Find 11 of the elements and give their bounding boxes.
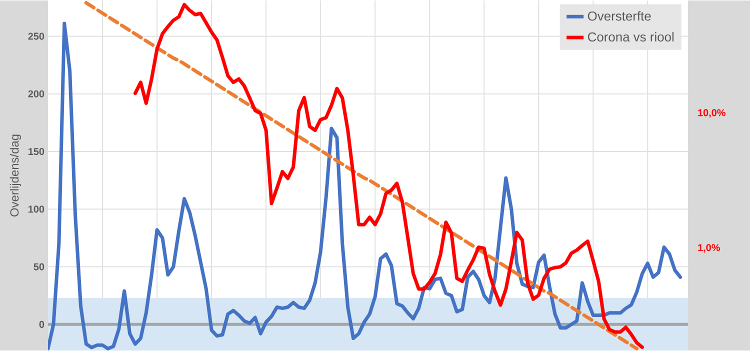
y2-tick-label: 1,0% bbox=[698, 244, 720, 252]
y-tick-label: 0 bbox=[39, 320, 44, 328]
y-tick-label: 250 bbox=[28, 32, 44, 40]
y-tick-label: 50 bbox=[34, 263, 44, 270]
y-axis-title: Overlijdens/dag bbox=[10, 134, 22, 216]
y-tick-label: 200 bbox=[28, 90, 44, 98]
legend-label: Oversterfte bbox=[588, 11, 651, 21]
y-tick-label: 150 bbox=[28, 148, 44, 155]
legend-label: Corona vs riool bbox=[588, 32, 674, 42]
y2-tick-label: 10,0% bbox=[698, 109, 726, 118]
y-tick-label: 100 bbox=[28, 205, 44, 213]
